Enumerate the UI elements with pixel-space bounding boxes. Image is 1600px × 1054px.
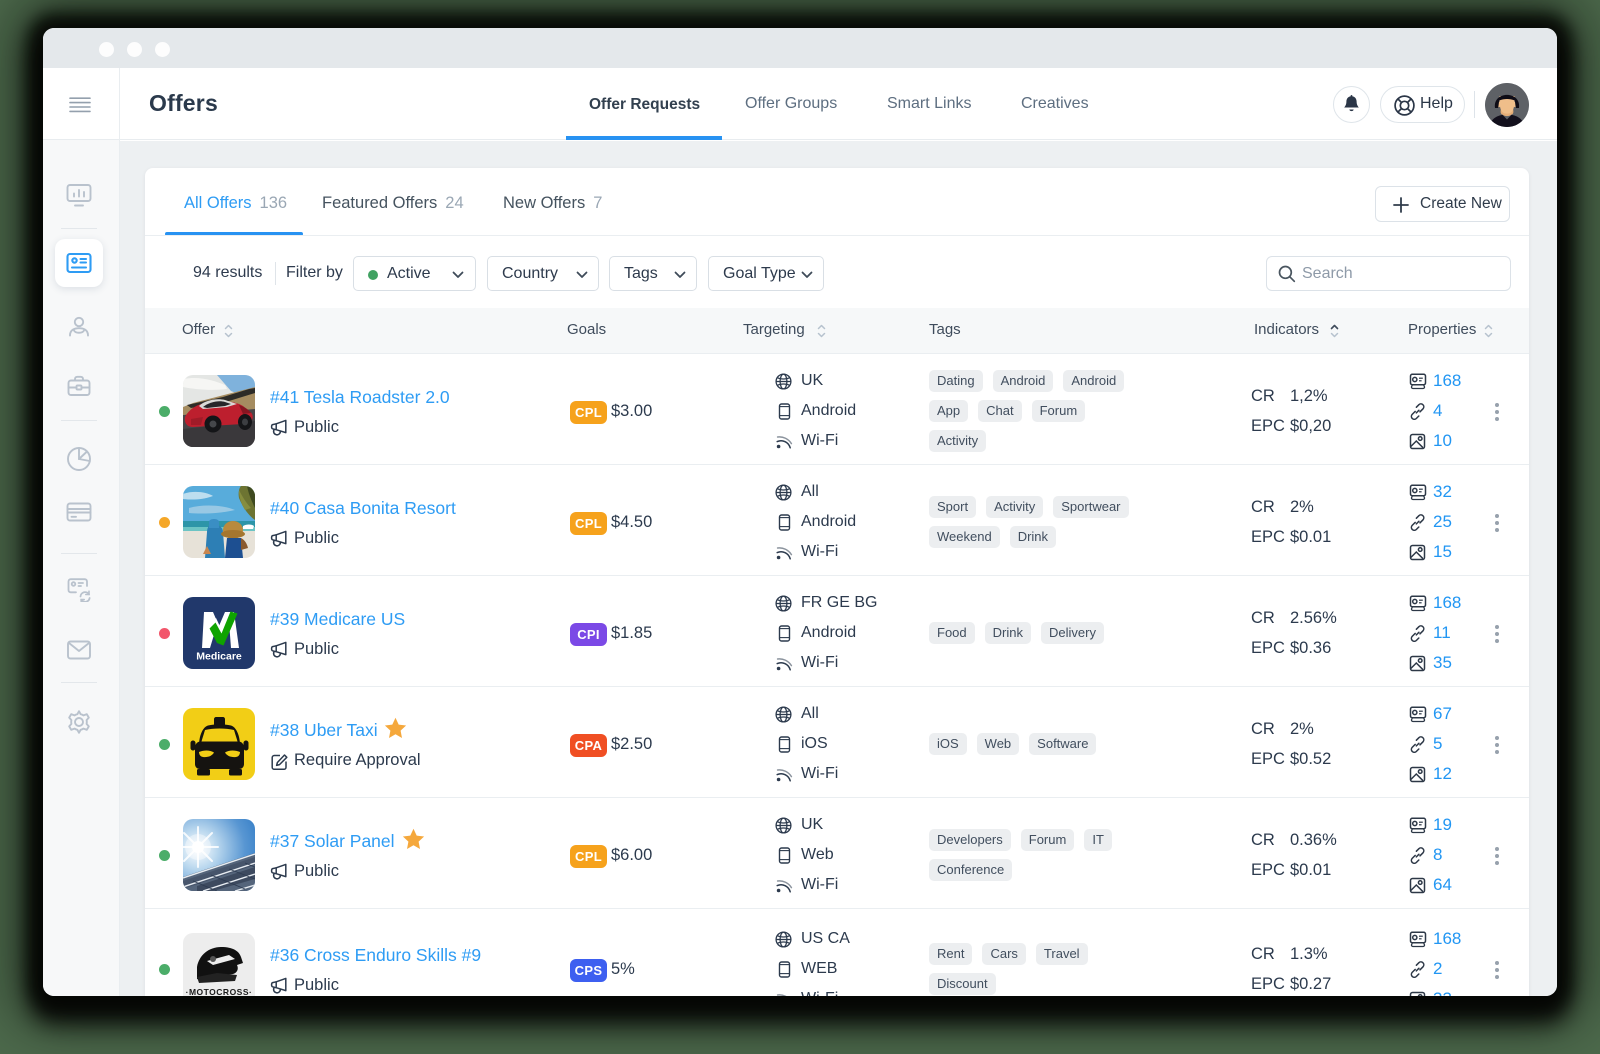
svg-text:·MOTOCROSS·: ·MOTOCROSS· <box>186 987 253 996</box>
svg-text:Medicare: Medicare <box>196 651 242 663</box>
